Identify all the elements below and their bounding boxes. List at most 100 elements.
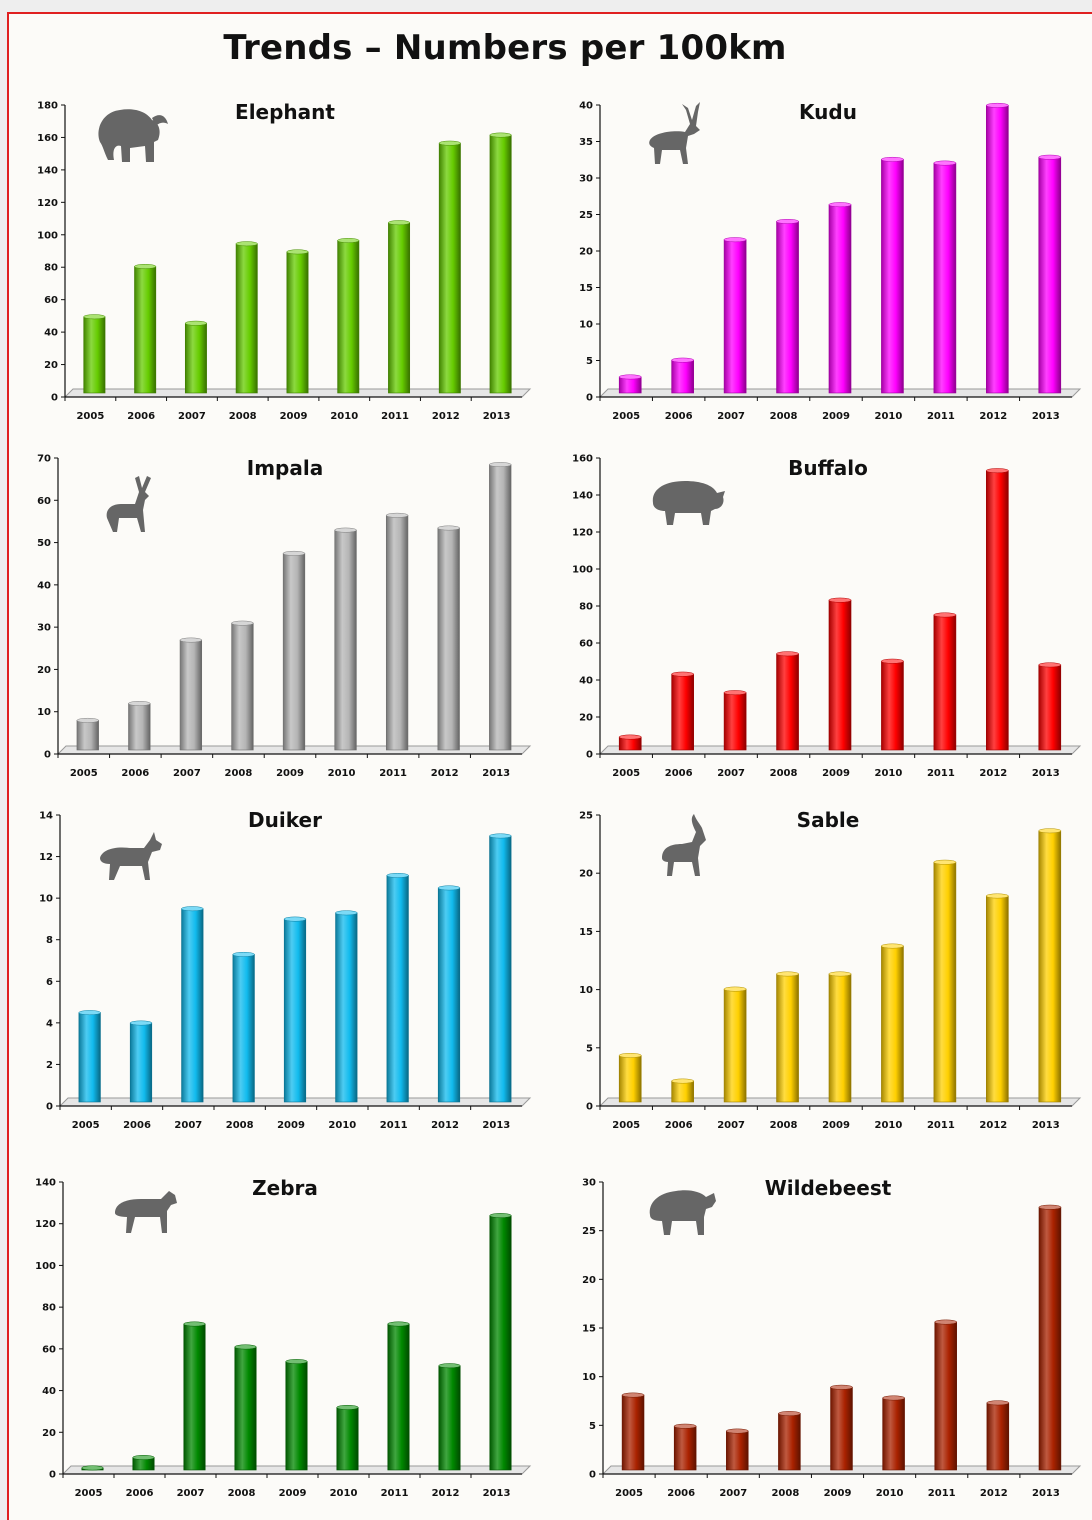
y-tick-label: 20 [579,869,593,880]
y-tick-label: 25 [582,1226,596,1237]
x-tick-label: 2007 [717,768,745,779]
bar-top-sable-2008 [776,971,799,977]
x-tick-label: 2009 [276,768,304,779]
bar-top-zebra-2005 [81,1465,104,1471]
bar-impala-2010 [334,529,357,751]
x-tick-label: 2010 [330,1488,358,1499]
bar-top-duiker-2013 [489,833,512,839]
y-tick-label: 0 [46,1102,53,1113]
x-tick-label: 2005 [75,1488,103,1499]
y-tick-label: 0 [586,1102,593,1113]
bar-sable-2005 [618,1055,642,1103]
wildebeest-icon [649,1190,716,1235]
bar-wildebeest-2007 [726,1430,749,1471]
chart-zebra: 0 20 40 60 80 100 120 140 2005 2006 2007 2008 2009 20… [35,1176,532,1499]
x-tick-label: 2010 [875,1120,903,1131]
y-tick-label: 80 [44,263,58,274]
bar-kudu-2010 [881,159,904,394]
x-tick-label: 2011 [927,768,955,779]
x-tick-label: 2011 [927,1120,955,1131]
x-tick-label: 2007 [717,411,745,422]
y-tick-label: 180 [37,101,58,112]
x-tick-label: 2011 [928,1488,956,1499]
bar-buffalo-2006 [671,673,694,751]
bar-top-impala-2006 [128,701,151,706]
bar-top-kudu-2008 [776,219,799,224]
y-tick-label: 40 [37,580,51,591]
bar-top-sable-2007 [723,986,747,992]
y-tick-label: 8 [46,935,53,946]
bar-zebra-2012 [438,1365,461,1471]
x-tick-label: 2007 [717,1120,745,1131]
bar-impala-2009 [282,553,306,751]
bar-top-wildebeest-2011 [934,1319,957,1325]
bar-top-kudu-2005 [618,374,642,380]
bar-top-buffalo-2012 [986,468,1009,474]
x-tick-label: 2009 [277,1120,305,1131]
y-tick-label: 0 [51,393,58,404]
bar-zebra-2010 [336,1407,359,1471]
bar-impala-2013 [489,464,512,751]
bar-buffalo-2007 [723,692,747,751]
x-tick-label: 2007 [719,1488,747,1499]
bar-top-sable-2009 [828,971,852,977]
chart-title-zebra: Zebra [252,1176,318,1200]
bar-buffalo-2009 [828,599,852,751]
bar-top-sable-2010 [881,943,904,949]
bar-top-buffalo-2007 [723,690,747,696]
y-tick-label: 160 [37,133,58,144]
y-tick-label: 20 [582,1275,596,1286]
y-tick-label: 120 [37,198,58,209]
bar-wildebeest-2012 [986,1402,1010,1471]
bar-wildebeest-2011 [934,1321,957,1471]
bar-top-duiker-2011 [386,872,409,878]
x-tick-label: 2009 [280,411,308,422]
bar-top-elephant-2011 [388,220,410,226]
bar-top-kudu-2012 [986,102,1009,108]
chart-kudu: 0 5 10 15 20 25 30 35 40 2005 2006 2007 2008 2009 2010… [579,100,1082,422]
x-tick-label: 2013 [483,411,511,422]
x-tick-label: 2005 [70,768,98,779]
chart-buffalo: 0 20 40 60 80 100 120 140 160 2005 2006 2007 2008 200… [572,454,1082,779]
y-tick-label: 25 [579,811,593,822]
x-tick-label: 2005 [76,411,104,422]
x-tick-label: 2007 [177,1488,205,1499]
chart-title-elephant: Elephant [235,100,335,124]
bar-top-duiker-2006 [129,1020,153,1026]
y-tick-label: 10 [582,1372,596,1383]
chart-title-impala: Impala [247,456,323,480]
bar-top-kudu-2010 [881,156,904,162]
bar-wildebeest-2010 [882,1397,905,1471]
x-tick-label: 2011 [381,411,409,422]
bar-wildebeest-2008 [778,1413,801,1471]
bar-top-duiker-2007 [181,906,204,912]
x-tick-label: 2007 [173,768,201,779]
x-tick-label: 2012 [432,1488,460,1499]
bar-sable-2007 [723,988,747,1103]
chart-title-kudu: Kudu [799,100,857,124]
bar-zebra-2013 [489,1215,512,1471]
chart-impala: 0 10 20 30 40 50 60 70 2005 2006 2007 2008 2009 2010 2… [37,454,532,779]
x-tick-label: 2010 [328,768,356,779]
bar-buffalo-2010 [881,660,904,751]
bar-top-impala-2005 [76,717,99,723]
x-tick-label: 2010 [875,768,903,779]
x-tick-label: 2013 [482,1120,510,1131]
x-tick-label: 2008 [225,768,253,779]
y-tick-label: 20 [579,713,593,724]
x-tick-label: 2006 [667,1488,695,1499]
chart-title-buffalo: Buffalo [788,456,868,480]
y-tick-label: 20 [37,665,51,676]
x-tick-label: 2013 [482,768,510,779]
bar-kudu-2007 [723,239,747,394]
y-tick-label: 40 [44,328,58,339]
x-tick-label: 2012 [431,768,459,779]
bar-buffalo-2011 [933,614,957,751]
x-tick-label: 2012 [980,1488,1008,1499]
chart-title-sable: Sable [797,808,860,832]
x-tick-label: 2005 [72,1120,100,1131]
bar-top-duiker-2005 [78,1010,101,1016]
y-tick-label: 100 [35,1261,56,1272]
bar-top-kudu-2013 [1038,154,1062,160]
x-tick-label: 2012 [979,411,1007,422]
